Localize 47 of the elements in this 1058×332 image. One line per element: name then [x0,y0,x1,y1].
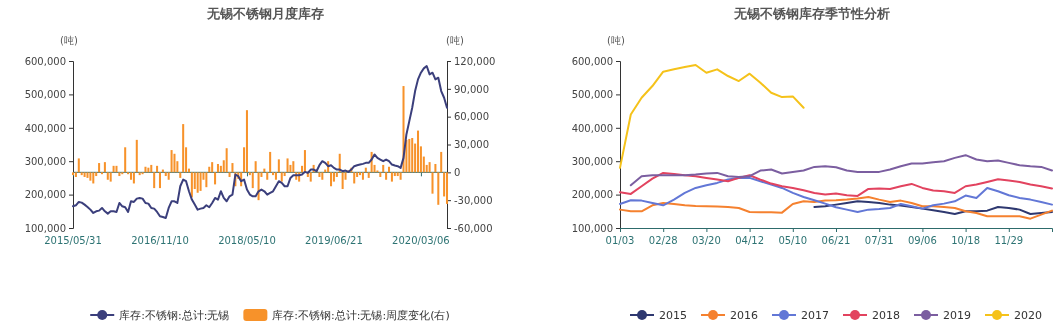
y-axis-title: (吨) [607,35,625,46]
x-tick-label: 2020/03/06 [392,235,450,246]
y-tick-label: 300,000 [24,155,66,167]
y2-tick-label: -30,000 [454,194,493,206]
x-tick-label: 09/06 [907,235,937,246]
y-tick-label: 200,000 [571,189,613,201]
legend-label: 库存:不锈钢:总计:无锡:周度变化(右) [272,309,450,322]
y2-tick-label: 90,000 [454,83,489,95]
y2-tick-label: 30,000 [454,139,489,151]
x-tick-label: 2016/11/10 [131,235,189,246]
x-tick-label: 02/28 [648,235,678,246]
x-tick-label: 11/29 [994,235,1024,246]
y-tick-label: 100,000 [24,222,66,234]
x-tick-label: 2018/05/10 [218,235,276,246]
y-axis-title: (吨) [60,35,78,46]
y2-axis-title: (吨) [446,35,464,46]
x-tick-label: 2019/06/21 [305,235,363,246]
y-tick-label: 400,000 [571,122,613,134]
y-tick-label: 100,000 [571,222,613,234]
y2-tick-label: -60,000 [454,222,493,234]
y2-tick-label: 60,000 [454,111,489,123]
chart-title: 无锡不锈钢月度库存 [205,6,324,21]
y-tick-label: 600,000 [571,55,613,67]
legend-label: 库存:不锈钢:总计:无锡 [119,309,230,322]
y-tick-label: 600,000 [24,55,66,67]
y-tick-label: 300,000 [571,155,613,167]
x-tick-label: 05/10 [778,235,808,246]
x-tick-label: 06/21 [821,235,851,246]
legend-label: 2015 [659,309,687,322]
legend-label: 2020 [1014,309,1042,322]
x-tick-label: 2015/05/31 [44,235,102,246]
legend-label: 2016 [730,309,758,322]
x-tick-label: 04/12 [735,235,765,246]
x-tick-label: 07/31 [864,235,894,246]
legend-label: 2018 [872,309,900,322]
x-tick-label: 03/20 [691,235,721,246]
y-tick-label: 500,000 [571,89,613,101]
legend-label: 2019 [943,309,971,322]
chart-title: 无锡不锈钢库存季节性分析 [733,6,890,21]
legend-label: 2017 [801,309,829,322]
x-tick-label: 10/18 [951,235,981,246]
x-tick-label: 01/03 [605,235,635,246]
y2-tick-label: 0 [454,167,461,179]
y-tick-label: 500,000 [24,89,66,101]
y-tick-label: 200,000 [24,189,66,201]
y2-tick-label: 120,000 [454,55,496,67]
y-tick-label: 400,000 [24,122,66,134]
